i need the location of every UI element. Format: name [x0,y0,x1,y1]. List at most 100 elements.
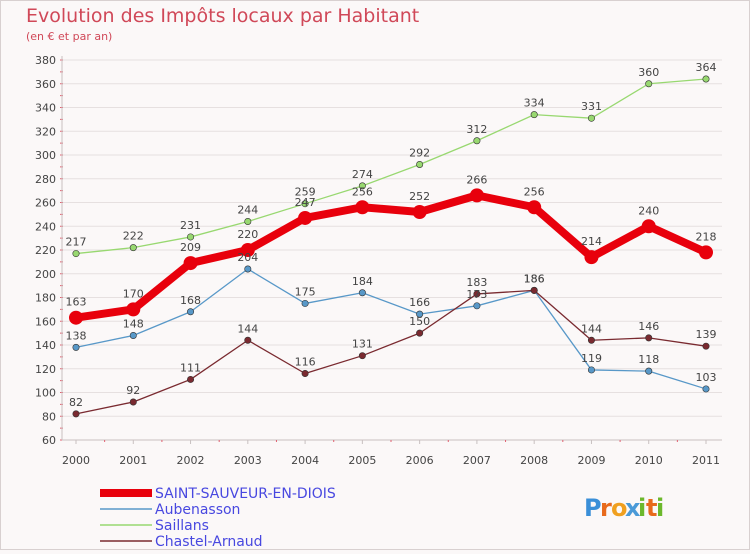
data-label: 312 [466,123,487,136]
data-label: 103 [696,371,717,384]
data-point [358,289,366,297]
y-tick-label: 300 [35,149,56,162]
y-tick-label: 120 [35,363,56,376]
y-tick-label: 200 [35,268,56,281]
x-tick-label: 2010 [635,454,663,467]
data-point [126,302,141,317]
y-tick-label: 340 [35,102,56,115]
series-layer [69,75,713,418]
data-label: 247 [295,196,316,209]
data-point [645,334,653,342]
data-label: 244 [237,204,258,217]
data-point [244,336,252,344]
data-point [584,250,599,265]
y-tick-label: 100 [35,387,56,400]
data-point [587,336,595,344]
data-label: 168 [180,294,201,307]
data-label: 220 [237,228,258,241]
data-label: 274 [352,168,373,181]
data-point [645,80,653,88]
series-line-3 [75,289,707,415]
y-tick-label: 180 [35,292,56,305]
x-axis: 2000 2001 2002 2003 2004 2005 2006 2007 2008 2009… [62,439,722,467]
data-point [530,111,538,119]
data-label: 111 [180,361,201,374]
x-tick-label: 2003 [234,454,262,467]
data-point [301,369,309,377]
data-label: 131 [352,338,373,351]
series-line-2 [75,78,707,255]
y-axis: 60 80 100 120 140 160 180 200 220 240 260 280 300 320… [35,54,63,447]
data-label: 360 [638,66,659,79]
chart-title: Evolution des Impôts locaux par Habitant [26,5,419,27]
data-label: 364 [696,61,717,74]
logo-letter: r [600,494,612,522]
data-point [416,161,424,169]
data-label: 148 [123,318,144,331]
data-label: 183 [466,276,487,289]
x-tick-label: 2007 [463,454,491,467]
series-line-0 [75,191,708,322]
data-label: 334 [524,97,545,110]
series-line-1 [75,268,707,390]
data-label: 163 [66,296,87,309]
x-tick-label: 2009 [577,454,605,467]
data-label: 175 [295,285,316,298]
data-point [469,188,484,203]
x-tick-label: 2004 [291,454,319,467]
data-point [72,343,80,351]
y-tick-label: 320 [35,125,56,138]
data-point [702,75,710,83]
x-tick-label: 2005 [348,454,376,467]
data-point [530,286,538,294]
data-point [244,265,252,273]
data-point [187,233,195,241]
data-point [587,114,595,122]
data-label: 144 [581,322,602,335]
data-label: 92 [126,384,140,397]
data-label: 217 [66,236,87,249]
data-point [416,310,424,318]
data-label: 266 [466,173,487,186]
data-label: 146 [638,320,659,333]
legend: SAINT-SAUVEUR-EN-DIOISAubenassonSaillans… [100,486,336,550]
data-label: 144 [237,322,258,335]
data-point [416,329,424,337]
data-label: 252 [409,190,430,203]
y-tick-label: 360 [35,78,56,91]
x-tick-label: 2000 [62,454,90,467]
data-label: 259 [295,186,316,199]
x-tick-label: 2011 [692,454,720,467]
data-label: 166 [409,296,430,309]
data-point [301,200,309,208]
data-label: 331 [581,100,602,113]
data-point [129,331,137,339]
data-label: 240 [638,204,659,217]
x-tick-label: 2001 [119,454,147,467]
data-point [187,375,195,383]
logo-letter: x [625,494,641,522]
data-point [641,219,656,234]
data-label: 82 [69,396,83,409]
data-label: 138 [66,329,87,342]
y-tick-label: 240 [35,220,56,233]
data-labels-layer: 163 170 209 220 247 256 252 266 256 214 240 218 138 1… [66,61,717,409]
data-label: 150 [409,315,430,328]
proxiti-logo: Pr oxi ti [584,494,664,522]
data-point [358,182,366,190]
data-point [473,137,481,145]
data-label: 118 [638,353,659,366]
data-point [645,367,653,375]
data-point [187,308,195,316]
legend-label: Saillans [155,518,209,534]
data-label: 204 [237,251,258,264]
y-tick-label: 280 [35,173,56,186]
legend-label: Chastel-Arnaud [155,534,263,550]
legend-label: Aubenasson [155,502,240,518]
data-label: 184 [352,275,373,288]
data-point [69,310,83,325]
data-label: 186 [524,272,545,285]
data-point [702,385,710,393]
